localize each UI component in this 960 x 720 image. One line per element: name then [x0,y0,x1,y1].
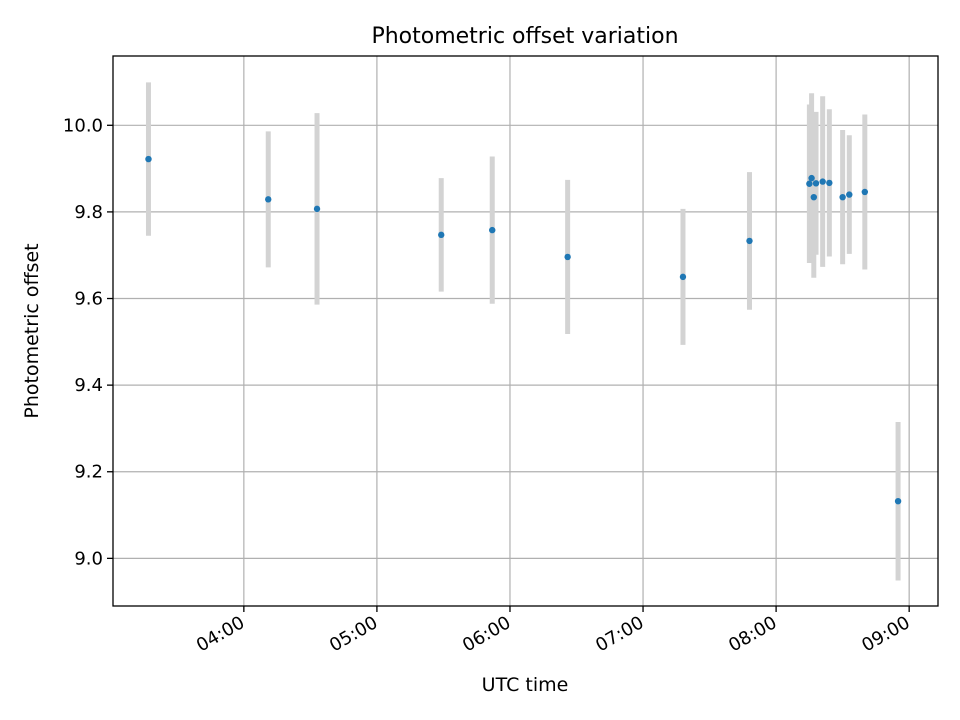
y-tick-label: 9.4 [74,375,103,396]
data-point [265,196,272,203]
data-point [812,180,820,187]
data-point [819,178,826,185]
data-point [489,226,496,234]
data-points [145,155,902,505]
data-point [564,253,571,261]
data-point [806,180,813,187]
y-tick-label: 10.0 [63,115,103,136]
y-tick-label: 9.8 [74,202,103,223]
chart-title: Photometric offset variation [371,24,678,49]
y-tick-label: 9.0 [74,548,103,569]
data-point [861,188,869,196]
y-tick-label: 9.6 [74,289,103,310]
data-point [438,231,445,239]
data-point [313,205,321,213]
x-axis-label: UTC time [482,674,569,696]
data-point [679,273,687,281]
y-axis-ticks: 9.0 9.2 9.4 9.6 9.8 10.0 [63,115,113,569]
data-point [808,174,815,182]
y-tick-label: 9.2 [74,462,103,483]
data-point [826,179,833,187]
data-point [746,237,753,245]
data-point [846,191,853,198]
data-point [839,193,846,201]
data-point [894,497,902,505]
y-axis-label: Photometric offset [21,243,43,418]
plot-frame [112,55,939,607]
data-point [145,155,152,163]
grid [113,56,938,606]
data-point [810,193,818,201]
